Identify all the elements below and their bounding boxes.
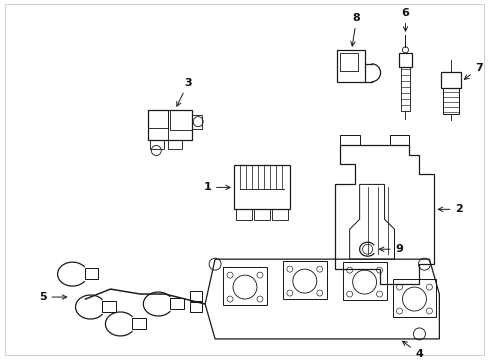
Bar — [271, 209, 287, 220]
Text: 1: 1 — [203, 183, 230, 192]
Bar — [336, 50, 364, 82]
Bar — [170, 298, 184, 309]
Text: 4: 4 — [402, 341, 423, 359]
Text: 2: 2 — [437, 204, 462, 214]
Bar — [342, 262, 386, 300]
Bar — [339, 53, 357, 71]
Bar — [102, 301, 116, 312]
Bar — [400, 67, 409, 111]
Bar — [132, 318, 146, 329]
Bar — [443, 88, 458, 114]
Text: 6: 6 — [401, 8, 408, 31]
Bar — [148, 110, 168, 127]
Bar — [170, 110, 192, 130]
Bar — [392, 279, 435, 317]
Bar — [84, 268, 98, 279]
Bar — [148, 110, 192, 140]
Text: 9: 9 — [379, 244, 403, 254]
Text: 8: 8 — [350, 13, 360, 46]
Bar — [398, 53, 411, 67]
Bar — [168, 140, 182, 149]
Bar — [234, 166, 289, 209]
Bar — [339, 135, 359, 144]
Text: 7: 7 — [464, 63, 482, 79]
Bar — [223, 267, 266, 305]
Text: 5: 5 — [39, 292, 66, 302]
Bar — [236, 209, 251, 220]
Bar — [190, 302, 202, 312]
Text: 3: 3 — [177, 78, 192, 106]
Bar — [253, 209, 269, 220]
Bar — [389, 135, 408, 144]
Bar — [190, 291, 202, 301]
Bar — [441, 72, 460, 88]
Bar — [282, 261, 326, 299]
Bar — [192, 114, 202, 129]
Bar — [150, 140, 164, 149]
